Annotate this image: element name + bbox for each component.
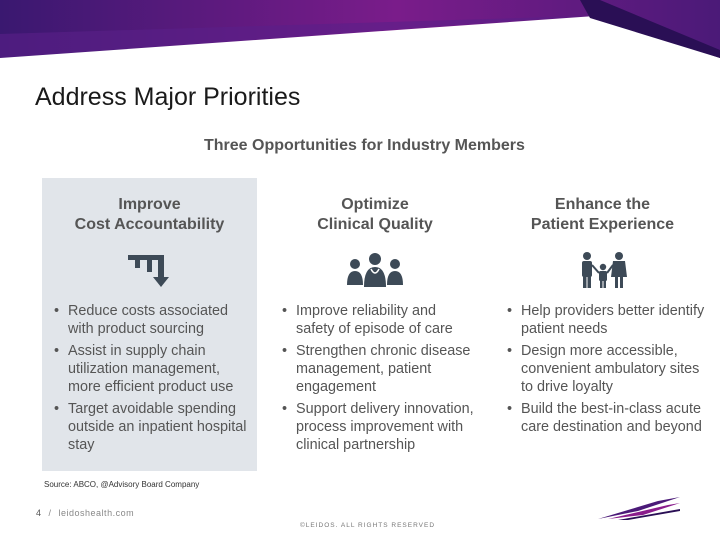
list-item: Help providers better identify patient n… [507,302,706,338]
bullet-list: Help providers better identify patient n… [507,302,706,440]
list-item: Assist in supply chain utilization manag… [54,342,253,396]
website-link[interactable]: leidoshealth.com [58,508,135,518]
list-item: Support delivery innovation, process imp… [282,400,476,454]
column-heading: Improve Cost Accountability [74,196,225,233]
downward-arrow-cost-icon [127,255,169,287]
bullet-list: Reduce costs associated with product sou… [54,302,253,458]
source-note: Source: ABCO, @Advisory Board Company [44,480,200,489]
list-item: Reduce costs associated with product sou… [54,302,253,338]
column-cost-accountability: Improve Cost Accountability Reduce costs… [42,178,257,471]
column-clinical-quality: Optimize Clinical Quality Improve reliab… [270,178,480,471]
list-item: Strengthen chronic disease management, p… [282,342,476,396]
slide-title: Address Major Priorities [35,83,301,111]
list-item: Target avoidable spending outside an inp… [54,400,253,454]
column-patient-experience: Enhance the Patient Experience Help prov… [495,178,710,471]
copyright-notice: ©LEIDOS. ALL RIGHTS RESERVED [300,522,436,529]
list-item: Design more accessible, convenient ambul… [507,342,706,396]
bullet-list: Improve reliability and safety of episod… [282,302,476,458]
header-banner [0,0,720,58]
list-item: Build the best-in-class acute care desti… [507,400,706,436]
footer-separator: / [48,508,52,518]
family-icon [581,252,627,288]
graphic-title: Three Opportunities for Industry Members [204,137,525,154]
leidos-logo-mark [598,497,680,520]
footer-left: 4 / leidoshealth.com [36,508,134,518]
clinicians-group-icon [347,253,403,287]
list-item: Improve reliability and safety of episod… [282,302,476,338]
column-heading: Enhance the Patient Experience [530,196,675,233]
column-heading: Optimize Clinical Quality [317,196,433,233]
page-number: 4 [36,508,42,518]
